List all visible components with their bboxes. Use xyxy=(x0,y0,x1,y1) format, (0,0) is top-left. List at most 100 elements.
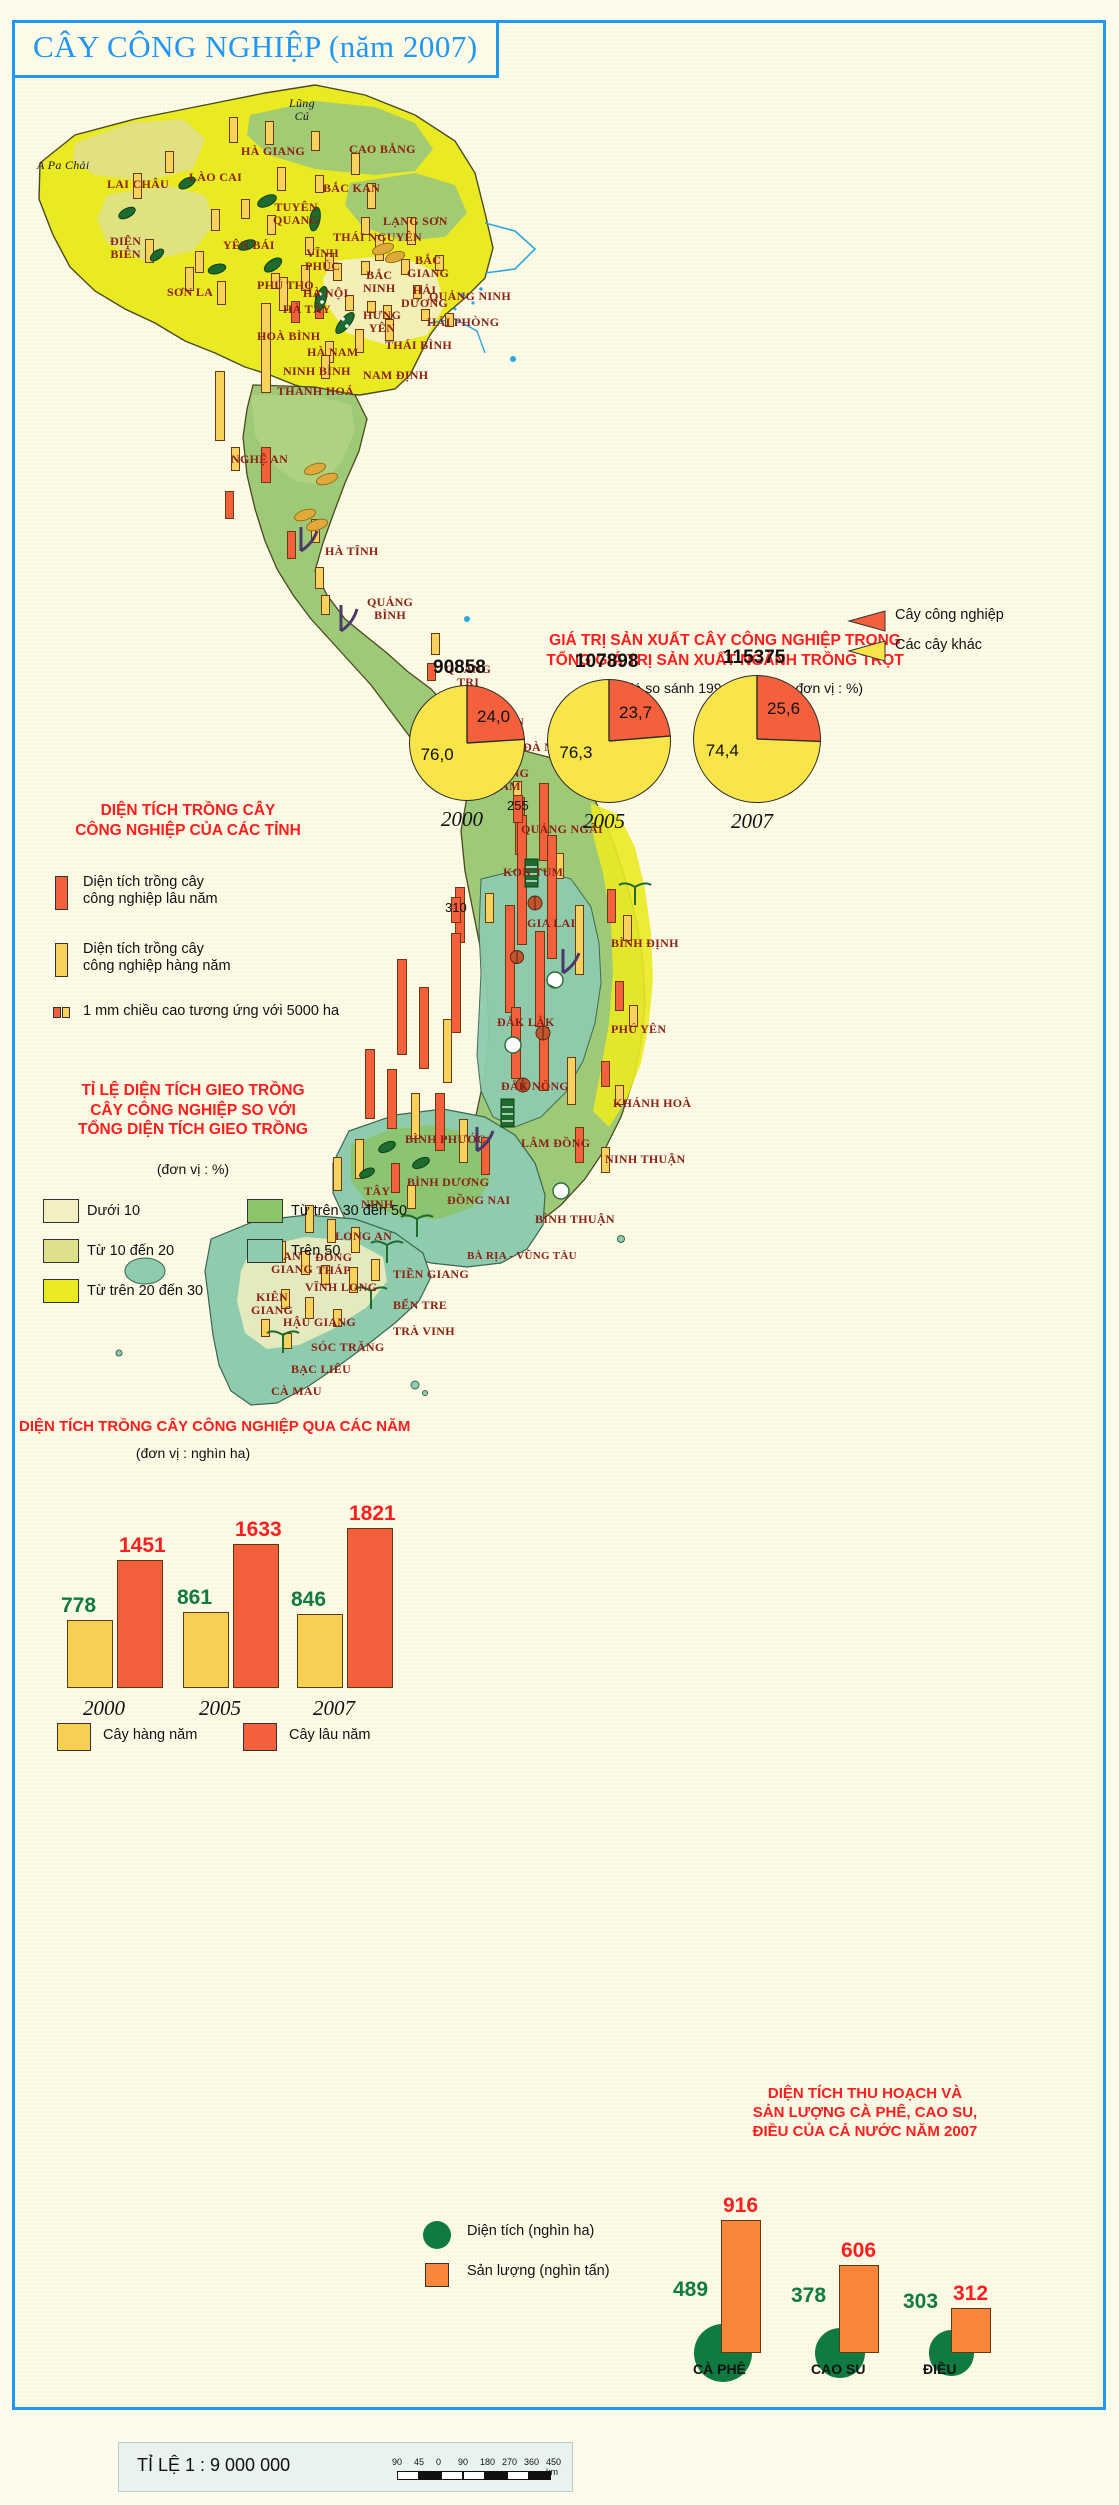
area-legend-swatch-perennial xyxy=(243,1723,277,1751)
map-bar-annual xyxy=(283,1333,292,1349)
province-label: CÀ MAU xyxy=(271,1384,322,1398)
map-bar-annual xyxy=(333,1157,342,1191)
map-bar-perennial xyxy=(225,491,234,519)
map-bar-annual xyxy=(267,215,276,235)
map-bar-annual xyxy=(325,253,334,271)
map-bar-annual xyxy=(211,209,220,231)
map-bar-annual xyxy=(361,261,370,275)
province-label: PHÚ YÊN xyxy=(611,1022,667,1036)
map-bar-annual xyxy=(367,301,376,313)
map-bar-perennial xyxy=(435,1093,445,1151)
province-label: BÌNH THUẬN xyxy=(535,1212,615,1226)
map-bar-annual xyxy=(229,117,238,143)
vietnam-base-map xyxy=(15,23,1103,2407)
map-bar-annual xyxy=(327,1219,336,1243)
province-label: BÀ RỊA - VŨNG TÀU xyxy=(467,1250,577,1262)
scale-segment xyxy=(463,2471,485,2480)
province-label: QUẢNG TRỊ xyxy=(445,662,492,689)
area-year-label: 2007 xyxy=(313,1696,355,1720)
map-bar-perennial xyxy=(261,447,271,483)
map-title-box: CÂY CÔNG NGHIỆP (năm 2007) xyxy=(12,20,499,78)
area-value-annual: 846 xyxy=(291,1587,327,1611)
province-label: Lũng Cú xyxy=(289,96,315,123)
province-label: KHÁNH HOÀ xyxy=(613,1096,692,1110)
map-bar-annual xyxy=(443,1019,452,1083)
pie-chart-title: GIÁ TRỊ SẢN XUẤT CÂY CÔNG NGHIỆP TRONG T… xyxy=(355,631,1095,670)
crop-chart-title-line3: ĐIỀU CỦA CẢ NƯỚC NĂM 2007 xyxy=(752,2122,978,2140)
map-bar-annual xyxy=(355,329,364,353)
legend-swatch-annual xyxy=(55,943,68,977)
map-bar-annual xyxy=(401,259,410,275)
scale-segment xyxy=(419,2471,441,2480)
pie-slice-value-other: 76,3 xyxy=(559,743,593,762)
province-label: HƯNG YÊN xyxy=(363,308,402,335)
province-label: HÀ NAM xyxy=(307,345,359,359)
legend-ratio-label: Dưới 10 xyxy=(87,1203,141,1219)
map-bar-annual xyxy=(355,1139,364,1179)
scale-tick-label: 450 km xyxy=(546,2457,562,2477)
map-bar-perennial xyxy=(615,981,624,1011)
map-bar-annual xyxy=(407,1185,416,1209)
legend-ratio-swatch xyxy=(247,1239,283,1263)
province-label: KIÊN GIANG xyxy=(251,1290,294,1317)
province-label: SÓC TRĂNG xyxy=(311,1340,385,1354)
crop-legend-label-area: Diện tích (nghìn ha) xyxy=(467,2223,595,2239)
province-label: VĨNH LONG xyxy=(305,1280,378,1294)
map-bar-annual xyxy=(305,237,314,255)
legend-ratio-label: Từ 10 đến 20 xyxy=(87,1243,175,1259)
legend-label-perennial: Diện tích trồng cây công nghiệp lâu năm xyxy=(83,874,218,907)
map-bar-annual xyxy=(333,263,342,281)
area-chart-title: DIỆN TÍCH TRỒNG CÂY CÔNG NGHIỆP QUA CÁC … xyxy=(19,1418,411,1435)
map-bar-annual xyxy=(361,217,370,235)
legend-ratio-heading: TỈ LỆ DIỆN TÍCH GIEO TRỒNG CÂY CÔNG NGHI… xyxy=(23,1081,363,1140)
map-bar-perennial xyxy=(387,1069,397,1129)
legend-ratio-swatch xyxy=(247,1199,283,1223)
map-bar-annual xyxy=(241,199,250,219)
area-bar-annual xyxy=(297,1613,343,1688)
crop-category-label: ĐIỀU xyxy=(923,2361,957,2377)
map-bar-annual xyxy=(567,1057,576,1105)
map-bar-annual xyxy=(383,305,392,319)
map-bar-annual xyxy=(445,313,454,327)
pie-chart xyxy=(409,685,525,801)
province-label: GIA LAI xyxy=(527,916,576,930)
map-bar-perennial xyxy=(365,1049,375,1119)
province-label: YÊN BÁI xyxy=(223,238,275,252)
crop-area-value: 378 xyxy=(791,2284,827,2308)
map-bar-annual xyxy=(301,265,310,291)
province-label: LẠNG SƠN xyxy=(383,214,448,228)
area-value-perennial: 1451 xyxy=(119,1534,166,1558)
crop-chart-title: DIỆN TÍCH THU HOẠCH VÀ SẢN LƯỢNG CÀ PHÊ,… xyxy=(635,2085,1095,2142)
crop-legend-swatch-area xyxy=(423,2221,451,2249)
area-legend-swatch-annual xyxy=(57,1723,91,1751)
map-bar-annual xyxy=(407,217,416,245)
scale-segment xyxy=(507,2471,529,2480)
map-bar-annual xyxy=(133,173,142,199)
pie-legend-swatch-other xyxy=(847,640,886,662)
province-label: KON TUM xyxy=(503,865,564,879)
legend-area-heading-line2: CÔNG NGHIỆP CỦA CÁC TỈNH xyxy=(75,821,301,839)
scale-segment xyxy=(485,2471,507,2480)
map-bar-annual xyxy=(215,371,225,441)
province-label: QUẢNG NGÃI xyxy=(521,822,604,836)
legend-ratio-swatch xyxy=(43,1239,79,1263)
map-bar-perennial xyxy=(397,959,407,1055)
map-bar-annual xyxy=(185,267,194,291)
area-value-perennial: 1633 xyxy=(235,1518,282,1542)
province-label: BẮC KAN xyxy=(323,181,381,195)
area-value-perennial: 1821 xyxy=(349,1501,396,1525)
province-label: VĨNH PHÚC xyxy=(305,246,341,273)
map-bar-annual xyxy=(421,309,430,321)
crop-area-value: 303 xyxy=(903,2289,939,2313)
pie-legend-label-industrial: Cây công nghiệp xyxy=(895,607,1004,623)
crop-output-bar xyxy=(721,2220,761,2353)
province-label: ĐỒNG THÁP xyxy=(315,1250,353,1277)
map-bar-perennial xyxy=(505,905,515,1013)
legend-label-scale: 1 mm chiều cao tương ứng với 5000 ha xyxy=(83,1003,340,1019)
province-label: A Pa Chải xyxy=(37,158,90,172)
map-bar-annual xyxy=(321,595,330,615)
map-bar-annual xyxy=(217,281,226,305)
map-bar-annual xyxy=(349,1267,358,1293)
province-label: BÌNH PHƯỚC xyxy=(405,1132,486,1146)
province-label: HÀ NỘI xyxy=(303,286,349,300)
